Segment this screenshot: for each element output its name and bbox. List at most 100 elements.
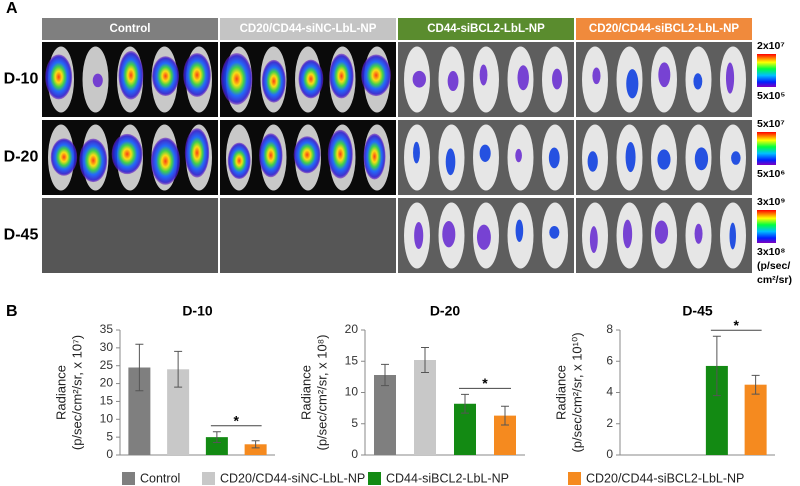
- bar: [374, 375, 396, 455]
- y-tick-label: 10: [345, 385, 359, 399]
- group-label: CD44-siBCL2-LbL-NP: [427, 23, 545, 35]
- bar: [414, 360, 436, 455]
- signal: [657, 149, 671, 170]
- error-bar: [421, 347, 429, 373]
- scale-label: 3x10⁸: [757, 246, 785, 258]
- signal: [517, 65, 529, 91]
- panel-label: A: [6, 0, 18, 17]
- y-tick-label: 6: [606, 353, 613, 367]
- colorbar: [757, 132, 776, 165]
- signal: [414, 222, 424, 250]
- signal: [625, 142, 636, 173]
- signal: [479, 144, 491, 162]
- legend-label: Control: [140, 471, 180, 485]
- signal: [327, 129, 353, 179]
- y-tick-label: 5: [106, 429, 113, 443]
- y-axis-label: Radiance: [553, 365, 568, 420]
- significance: *: [734, 317, 740, 333]
- signal: [589, 226, 598, 253]
- group-label: CD20/CD44-siNC-LbL-NP: [240, 23, 377, 35]
- bar: [244, 444, 267, 455]
- colorbar: [757, 54, 776, 87]
- signal: [725, 62, 735, 94]
- signal: [183, 53, 211, 97]
- y-tick-label: 35: [100, 322, 114, 336]
- scale-label: (p/sec/: [757, 260, 790, 272]
- scale-label: cm²/sr): [757, 274, 792, 286]
- scale-label: 3x10⁹: [757, 196, 785, 208]
- y-tick-label: 8: [606, 322, 613, 336]
- signal: [587, 151, 598, 172]
- error-bar: [461, 393, 469, 414]
- y-tick-label: 10: [100, 411, 114, 425]
- signal: [298, 59, 324, 99]
- y-tick-label: 4: [606, 385, 613, 399]
- signal: [50, 138, 78, 176]
- signal: [549, 225, 560, 239]
- chart-title: D-20: [430, 303, 461, 319]
- signal: [221, 53, 253, 105]
- signal: [227, 142, 251, 179]
- group-header: [42, 18, 218, 40]
- y-axis-label: (p/sec/cm²/sr, x 10¹⁰): [569, 332, 584, 452]
- group-label: CD20/CD44-siBCL2-LbL-NP: [589, 23, 739, 35]
- row-label: D-20: [4, 149, 39, 166]
- bar: [744, 384, 767, 455]
- imaging-panel: Control CD20/CD44-siNC-LbL-NP CD44-siBCL2-…: [4, 18, 792, 286]
- y-tick-label: 30: [100, 340, 114, 354]
- signal: [111, 133, 143, 175]
- signal: [259, 133, 283, 178]
- signal: [447, 71, 459, 92]
- y-axis-label: Radiance: [298, 365, 313, 420]
- signal: [45, 54, 73, 100]
- signal: [293, 136, 321, 174]
- signal: [658, 62, 671, 88]
- bar: [494, 415, 516, 455]
- signal: [329, 53, 354, 99]
- y-tick-label: 20: [100, 376, 114, 390]
- row-label: D-45: [4, 227, 39, 244]
- y-tick-label: 20: [345, 322, 359, 336]
- empty-image: [42, 198, 218, 273]
- bar: [454, 403, 476, 455]
- signal: [361, 54, 391, 97]
- error-bar: [501, 405, 509, 426]
- y-axis-label: Radiance: [53, 365, 68, 420]
- signal: [150, 137, 180, 185]
- signal: [694, 223, 703, 244]
- group-header: [220, 18, 396, 40]
- bar: [128, 367, 151, 455]
- chart-title: D-45: [682, 303, 713, 319]
- y-tick-label: 15: [345, 353, 359, 367]
- signal: [731, 151, 741, 165]
- signal: [118, 51, 144, 100]
- group-header: [576, 18, 752, 40]
- signal: [548, 147, 560, 169]
- signal: [552, 68, 563, 90]
- error-bar: [251, 440, 260, 449]
- signal: [476, 224, 491, 250]
- signal: [622, 219, 633, 249]
- legend-label: CD20/CD44-siBCL2-LbL-NP: [586, 471, 744, 485]
- scale-label: 5x10⁷: [757, 118, 785, 130]
- error-bar: [135, 343, 144, 392]
- y-tick-label: 0: [606, 447, 613, 461]
- group-label: Control: [110, 23, 151, 35]
- signal: [479, 64, 488, 86]
- bar: [705, 365, 728, 455]
- panel-label: B: [6, 303, 18, 320]
- y-axis-label: (p/sec/cm²/sr, x 10⁷): [69, 335, 84, 450]
- error-bar: [712, 335, 721, 397]
- signal: [592, 67, 601, 85]
- empty-image: [220, 198, 396, 273]
- legend-swatch: [122, 472, 135, 485]
- legend-swatch: [368, 472, 381, 485]
- error-bar: [212, 431, 221, 443]
- legend-swatch: [568, 472, 581, 485]
- colorbar: [757, 210, 776, 243]
- bar: [167, 369, 190, 455]
- legend-label: CD44-siBCL2-LbL-NP: [386, 471, 509, 485]
- y-tick-label: 0: [351, 447, 358, 461]
- legend-swatch: [202, 472, 215, 485]
